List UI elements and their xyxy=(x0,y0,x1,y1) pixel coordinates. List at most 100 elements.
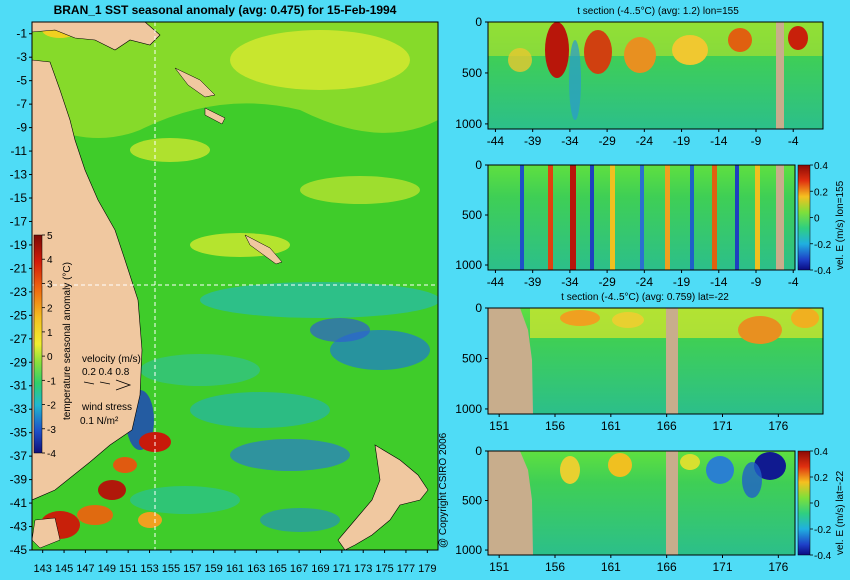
map-x-tick-label: 175 xyxy=(375,563,393,575)
map-y-tick-label: -39 xyxy=(10,473,28,487)
map-x-tick-label: 145 xyxy=(55,563,73,575)
sst-colorbar-tick-label: 0 xyxy=(47,352,53,363)
sst-colorbar-tick-label: 2 xyxy=(47,304,53,315)
section-x-tick-label: 156 xyxy=(545,419,565,433)
warm-eddy xyxy=(113,457,137,473)
section-x-tick-label: -24 xyxy=(636,134,654,148)
section1-title: t section (-4..5°C) (avg: 1.2) lon=155 xyxy=(577,6,739,17)
section-x-tick-label: -29 xyxy=(598,134,616,148)
section2-colorbar-ticks: 0.4 0.2 0 -0.2 -0.4 xyxy=(810,161,832,277)
section-x-tick-label: 171 xyxy=(712,560,732,574)
warm-eddy xyxy=(98,480,126,500)
section-y-tick-label: 0 xyxy=(475,15,482,29)
vel-colorbar-tick-label: 0 xyxy=(814,214,820,225)
vel-colorbar-tick-label: -0.4 xyxy=(814,266,832,277)
vel-colorbar-tick-label: -0.2 xyxy=(814,525,832,536)
map-x-tick-label: 155 xyxy=(162,563,180,575)
cool-patch xyxy=(200,282,438,318)
map-x-tick-label: 147 xyxy=(76,563,94,575)
map-y-tick-label: -29 xyxy=(10,355,28,369)
map-x-axis: 143 145 147 149 151 153 155 157 159 161 163 165 167 1… xyxy=(34,550,436,575)
map-y-tick-label: -17 xyxy=(10,214,28,228)
section-y-tick-label: 1000 xyxy=(455,117,482,131)
warm-patch xyxy=(130,138,210,162)
section2-colorbar-label: vel. E (m/s) lon=155 xyxy=(835,180,846,270)
section2-panel xyxy=(488,165,795,270)
section3-panel xyxy=(488,308,823,414)
section-y-tick-label: 0 xyxy=(475,301,482,315)
section4-axes: 0 500 1000 151 156 161 166 171 176 xyxy=(455,444,788,574)
map-y-tick-label: -21 xyxy=(10,261,28,275)
map-y-tick-label: -37 xyxy=(10,449,28,463)
vel-colorbar-tick-label: 0.4 xyxy=(814,447,828,458)
warm-patch xyxy=(300,176,420,204)
vel-colorbar-tick-label: -0.4 xyxy=(814,551,832,562)
land-new-caledonia xyxy=(244,234,283,265)
cool-patch xyxy=(140,354,260,386)
map-y-tick-label: -3 xyxy=(16,50,27,64)
map-title: BRAN_1 SST seasonal anomaly (avg: 0.475)… xyxy=(54,3,397,17)
section3-frame xyxy=(487,307,824,415)
map-x-tick-label: 151 xyxy=(119,563,137,575)
section-x-tick-label: -44 xyxy=(487,275,505,289)
map-x-tick-label: 149 xyxy=(98,563,116,575)
section-y-tick-label: 1000 xyxy=(455,258,482,272)
section-y-tick-label: 1000 xyxy=(455,543,482,557)
cool-patch xyxy=(230,439,350,471)
vel-colorbar-tick-label: 0.2 xyxy=(814,473,828,484)
section1-axes: 0 500 1000 -44 -39 -34 -29 -24 -19 -14 -9 -4 xyxy=(455,15,799,148)
map-x-tick-label: 171 xyxy=(333,563,351,575)
section-x-tick-label: -14 xyxy=(710,275,728,289)
map-x-tick-label: 161 xyxy=(226,563,244,575)
section4-colorbar xyxy=(797,450,811,556)
vel-colorbar-tick-label: 0 xyxy=(814,499,820,510)
section2-colorbar xyxy=(797,164,811,271)
map-y-tick-label: -1 xyxy=(16,27,27,41)
map-y-tick-label: -7 xyxy=(16,97,27,111)
map-panel xyxy=(32,22,438,550)
section-x-tick-label: 171 xyxy=(712,419,732,433)
land-australia xyxy=(32,59,143,501)
sst-colorbar-tick-label: 3 xyxy=(47,279,53,290)
section-x-tick-label: 151 xyxy=(489,419,509,433)
cool-patch xyxy=(190,392,330,428)
section4-panel xyxy=(488,451,795,555)
map-y-tick-label: -19 xyxy=(10,238,28,252)
map-y-tick-label: -35 xyxy=(10,426,28,440)
section-x-tick-label: 161 xyxy=(601,560,621,574)
map-x-tick-label: 173 xyxy=(354,563,372,575)
copyright-text: @ Copyright CSIRO 2006 xyxy=(438,432,449,548)
vel-colorbar-tick-label: 0.2 xyxy=(814,187,828,198)
section-x-tick-label: -19 xyxy=(673,275,691,289)
velocity-legend-label: velocity (m/s) xyxy=(82,354,141,365)
sst-colorbar-tick-label: -3 xyxy=(47,425,56,436)
land-solomons xyxy=(204,107,226,125)
sst-colorbar-tick-label: 1 xyxy=(47,328,53,339)
map-y-axis: -1 -3 -5 -7 -9 -11 -13 -15 -17 -19 -21 -23 -25 -27 -29… xyxy=(10,27,32,557)
map-y-tick-label: -27 xyxy=(10,332,28,346)
land-solomons xyxy=(174,67,216,98)
sst-colorbar-tick-label: -2 xyxy=(47,401,56,412)
land-new-zealand xyxy=(337,444,429,550)
section2-axes: 0 500 1000 -44 -39 -34 -29 -24 -19 -14 -9 -4 xyxy=(455,158,799,289)
map-x-tick-label: 163 xyxy=(247,563,265,575)
map-x-tick-label: 177 xyxy=(397,563,415,575)
section-x-tick-label: -24 xyxy=(636,275,654,289)
map-x-tick-label: 159 xyxy=(204,563,222,575)
map-y-tick-label: -13 xyxy=(10,168,28,182)
map-y-tick-label: -25 xyxy=(10,308,28,322)
section4-frame xyxy=(487,450,796,556)
warm-eddy xyxy=(138,512,162,528)
map-x-tick-label: 167 xyxy=(290,563,308,575)
sst-colorbar-tick-label: -1 xyxy=(47,376,56,387)
section-x-tick-label: 166 xyxy=(657,560,677,574)
section-x-tick-label: -39 xyxy=(524,134,542,148)
section-x-tick-label: -14 xyxy=(710,134,728,148)
cool-patch xyxy=(310,318,370,342)
map-x-tick-label: 165 xyxy=(269,563,287,575)
warm-patch xyxy=(190,233,290,257)
section-x-tick-label: -4 xyxy=(788,134,799,148)
section-x-tick-label: -44 xyxy=(487,134,505,148)
section-x-tick-label: -39 xyxy=(524,275,542,289)
